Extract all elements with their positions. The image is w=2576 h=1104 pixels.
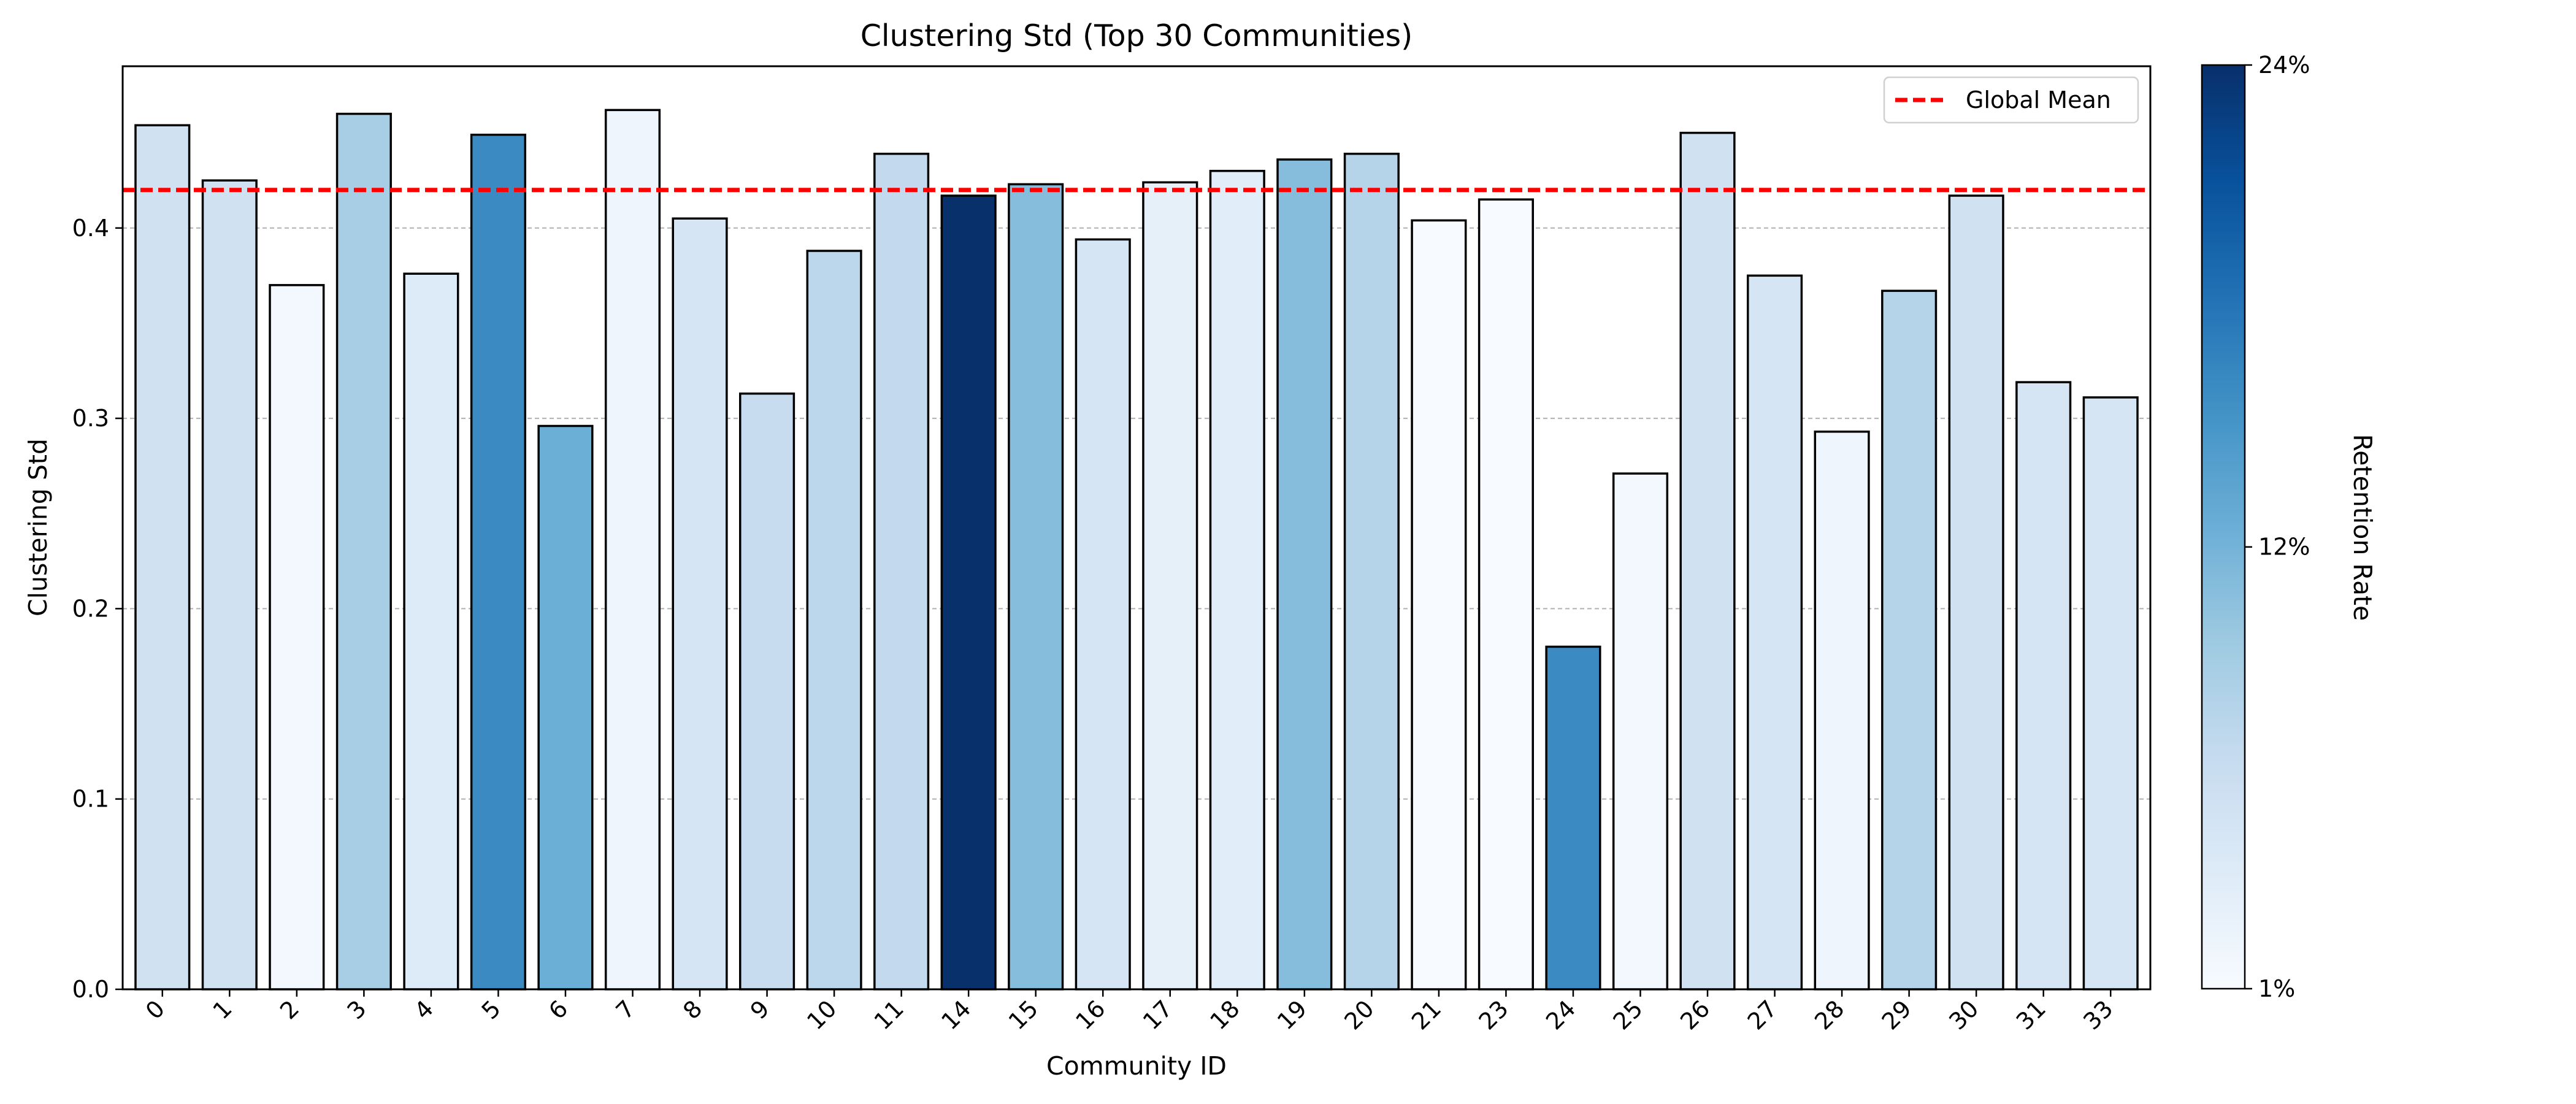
colorbar-gradient [2201,64,2246,990]
x-tick-label: 29 [1877,995,1917,1035]
bar [1008,183,1064,991]
bar [1478,198,1534,991]
x-axis-label: Community ID [1046,1051,1227,1081]
x-tick-label: 20 [1339,995,1379,1035]
bar [1343,152,1400,991]
x-tick-label: 2 [275,995,304,1024]
colorbar-ticks: 24% 12% 1% [2245,52,2310,1002]
bar [1545,645,1601,991]
legend: Global Mean [1883,76,2139,124]
y-tick-label: 0.3 [72,405,109,432]
x-tick-label: 7 [611,995,640,1024]
x-tick-label: 5 [477,995,506,1024]
x-tick-label: 27 [1742,995,1782,1035]
x-tick-label: 30 [1944,995,1984,1035]
x-tick-label: 33 [2078,995,2118,1035]
y-tick-label: 0.4 [72,215,109,242]
colorbar-tick-label: 1% [2258,975,2295,1002]
bar [1142,181,1198,991]
x-tick-label: 11 [869,995,909,1035]
x-tick-label: 0 [140,995,170,1024]
bar [604,109,661,991]
x-tick-label: 18 [1205,995,1244,1035]
chart-title: Clustering Std (Top 30 Communities) [861,18,1413,53]
y-tick-label: 0.1 [72,786,109,813]
y-axis-ticks: 0.0 0.1 0.2 0.3 0.4 [72,215,123,1003]
bar [201,179,258,991]
y-axis-label: Clustering Std [23,439,53,616]
x-tick-label: 28 [1809,995,1849,1035]
x-tick-label: 26 [1675,995,1715,1035]
colorbar: 24% 12% 1% Retention Rate [2201,52,2377,1002]
colorbar-tick-label: 12% [2258,534,2310,561]
bar [335,112,392,991]
bar [403,272,459,991]
bar [2015,381,2072,991]
x-tick-label: 3 [342,995,372,1024]
x-tick-label: 15 [1003,995,1043,1035]
bar [1075,238,1131,991]
bar [1411,219,1467,991]
x-tick-label: 21 [1406,995,1446,1035]
bar [470,133,526,991]
x-tick-label: 23 [1473,995,1513,1035]
bar [1679,131,1736,991]
y-tick-label: 0.0 [72,976,109,1003]
x-tick-label: 17 [1138,995,1178,1035]
plot-frame [121,65,2152,991]
bar [806,250,862,991]
bar [672,217,728,991]
x-tick-label: 6 [543,995,573,1024]
x-tick-label: 19 [1272,995,1312,1035]
legend-label-global-mean: Global Mean [1966,86,2111,113]
legend-box [1883,76,2139,124]
bar [940,194,997,991]
colorbar-label: Retention Rate [2348,434,2377,621]
bar [1276,158,1333,991]
x-tick-label: 1 [207,995,237,1024]
bar [1948,194,2004,991]
bar [739,392,795,991]
bar [1209,169,1265,991]
bar [134,124,191,991]
x-tick-label: 4 [409,995,439,1024]
bars [134,109,2139,991]
x-tick-label: 24 [1541,995,1581,1035]
colorbar-tick-label: 24% [2258,52,2310,79]
x-tick-label: 9 [745,995,775,1024]
x-tick-label: 16 [1070,995,1110,1035]
bar [537,424,594,991]
bar [1747,274,1803,991]
bar [269,284,325,991]
x-tick-label: 14 [936,995,976,1035]
bar [1814,431,1870,991]
x-axis-ticks: 0 1 2 3 4 5 6 7 8 9 10 11 14 15 16 17 18 19 20 21 23 24 25 26 27… [140,989,2118,1035]
x-tick-label: 8 [678,995,707,1024]
bar [1881,289,1938,991]
x-tick-label: 25 [1608,995,1648,1035]
bar [1612,472,1669,991]
y-tick-label: 0.2 [72,595,109,622]
x-tick-label: 10 [802,995,841,1035]
bar [873,152,930,991]
bar [2082,396,2139,991]
x-tick-label: 31 [2011,995,2051,1035]
